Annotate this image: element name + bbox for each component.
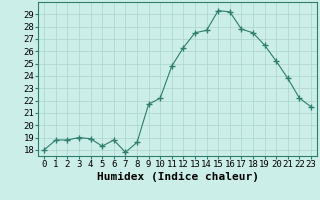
X-axis label: Humidex (Indice chaleur): Humidex (Indice chaleur) — [97, 172, 259, 182]
